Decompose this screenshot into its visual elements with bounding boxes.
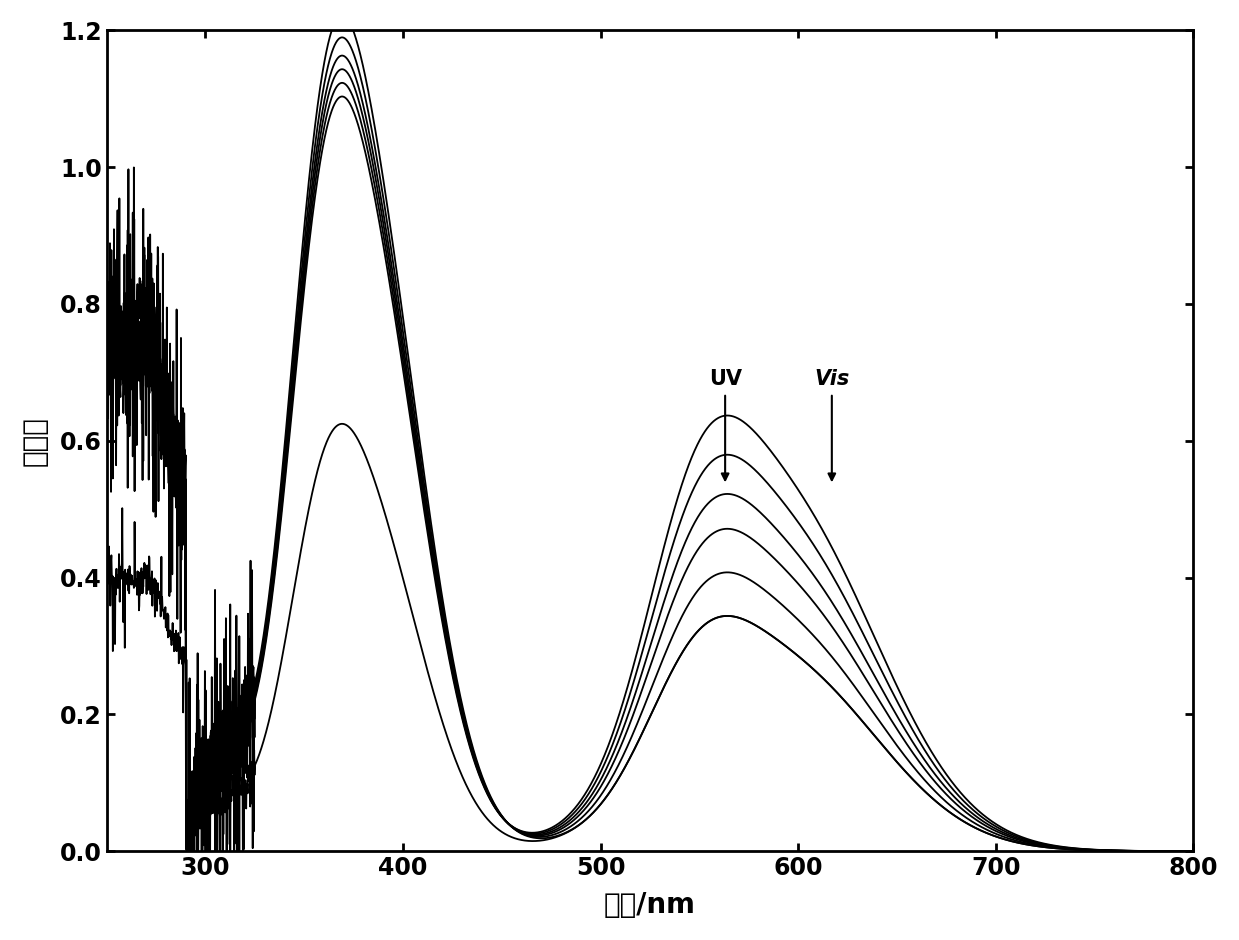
Text: UV: UV [709,369,742,389]
Text: Vis: Vis [814,369,850,389]
Y-axis label: 吸光度: 吸光度 [21,415,48,465]
X-axis label: 波长/nm: 波长/nm [605,891,696,919]
